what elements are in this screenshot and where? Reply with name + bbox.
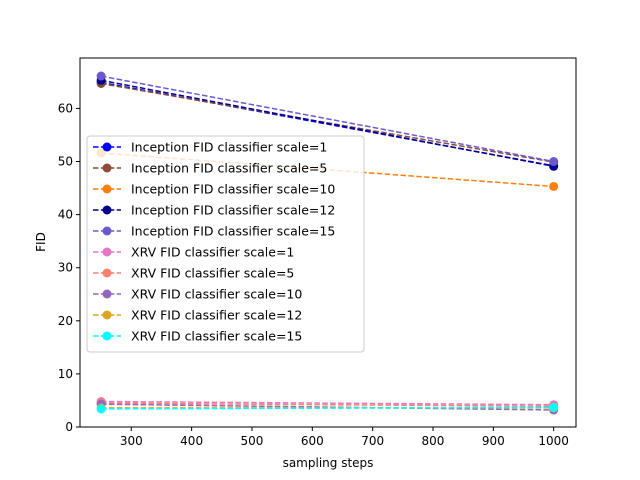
x-tick-label: 700 bbox=[361, 434, 384, 448]
series-3-point-2 bbox=[549, 181, 559, 191]
series-line-10 bbox=[101, 406, 554, 410]
legend-swatch-marker bbox=[102, 289, 112, 299]
legend-swatch-marker bbox=[102, 331, 112, 341]
y-tick-label: 20 bbox=[58, 314, 73, 328]
legend-entry-label: XRV FID classifier scale=1 bbox=[131, 245, 294, 260]
legend-entry-label: XRV FID classifier scale=15 bbox=[131, 329, 302, 344]
legend-swatch-marker bbox=[102, 226, 112, 236]
y-tick-label: 0 bbox=[65, 420, 73, 434]
x-tick-label: 1000 bbox=[538, 434, 569, 448]
x-tick-label: 300 bbox=[120, 434, 143, 448]
y-tick-label: 30 bbox=[58, 261, 73, 275]
legend-entry-label: XRV FID classifier scale=10 bbox=[131, 287, 302, 302]
legend-swatch-marker bbox=[102, 310, 112, 320]
series-line-8 bbox=[101, 403, 554, 411]
legend-entry-label: Inception FID classifier scale=1 bbox=[131, 140, 327, 155]
legend-box bbox=[86, 135, 365, 353]
legend-entry-label: Inception FID classifier scale=10 bbox=[131, 182, 335, 197]
legend: Inception FID classifier scale=1 Inceptio… bbox=[86, 135, 365, 353]
axes-frame bbox=[79, 57, 577, 428]
y-tick-label: 10 bbox=[58, 367, 73, 381]
series-10-point-2 bbox=[549, 402, 559, 412]
legend-entry-label: Inception FID classifier scale=5 bbox=[131, 161, 327, 176]
series-5-point-1 bbox=[96, 71, 106, 81]
series-5-point-2 bbox=[549, 157, 559, 167]
series-10-point-1 bbox=[96, 404, 106, 414]
series-line-6 bbox=[101, 400, 554, 406]
x-tick-label: 800 bbox=[422, 434, 445, 448]
legend-entry-label: XRV FID classifier scale=5 bbox=[131, 266, 294, 281]
y-tick-label: 40 bbox=[58, 208, 73, 222]
legend-swatch-marker bbox=[102, 205, 112, 215]
x-tick-label: 900 bbox=[482, 434, 505, 448]
y-tick-label: 60 bbox=[58, 101, 73, 115]
x-axis-label: sampling steps bbox=[283, 456, 374, 470]
series-line-4 bbox=[100, 79, 554, 168]
y-tick-label: 50 bbox=[58, 155, 73, 169]
axes: 300 400 500 600 700 800 900 1000 0 10 20 30 40 50 60 bbox=[58, 57, 577, 448]
legend-swatch-marker bbox=[102, 163, 112, 173]
legend-entry-label: Inception FID classifier scale=15 bbox=[131, 224, 335, 239]
legend-swatch-marker bbox=[102, 268, 112, 278]
x-tick-label: 600 bbox=[301, 434, 324, 448]
legend-entry-label: XRV FID classifier scale=12 bbox=[131, 308, 302, 323]
legend-entry-label: Inception FID classifier scale=12 bbox=[131, 203, 335, 218]
legend-swatch-marker bbox=[102, 247, 112, 257]
series-line-7 bbox=[101, 402, 554, 408]
y-axis-label: FID bbox=[34, 232, 48, 252]
series-line-5 bbox=[100, 75, 554, 163]
x-tick-label: 500 bbox=[241, 434, 264, 448]
x-tick-label: 400 bbox=[180, 434, 203, 448]
legend-swatch-marker bbox=[102, 142, 112, 152]
legend-swatch-marker bbox=[102, 184, 112, 194]
